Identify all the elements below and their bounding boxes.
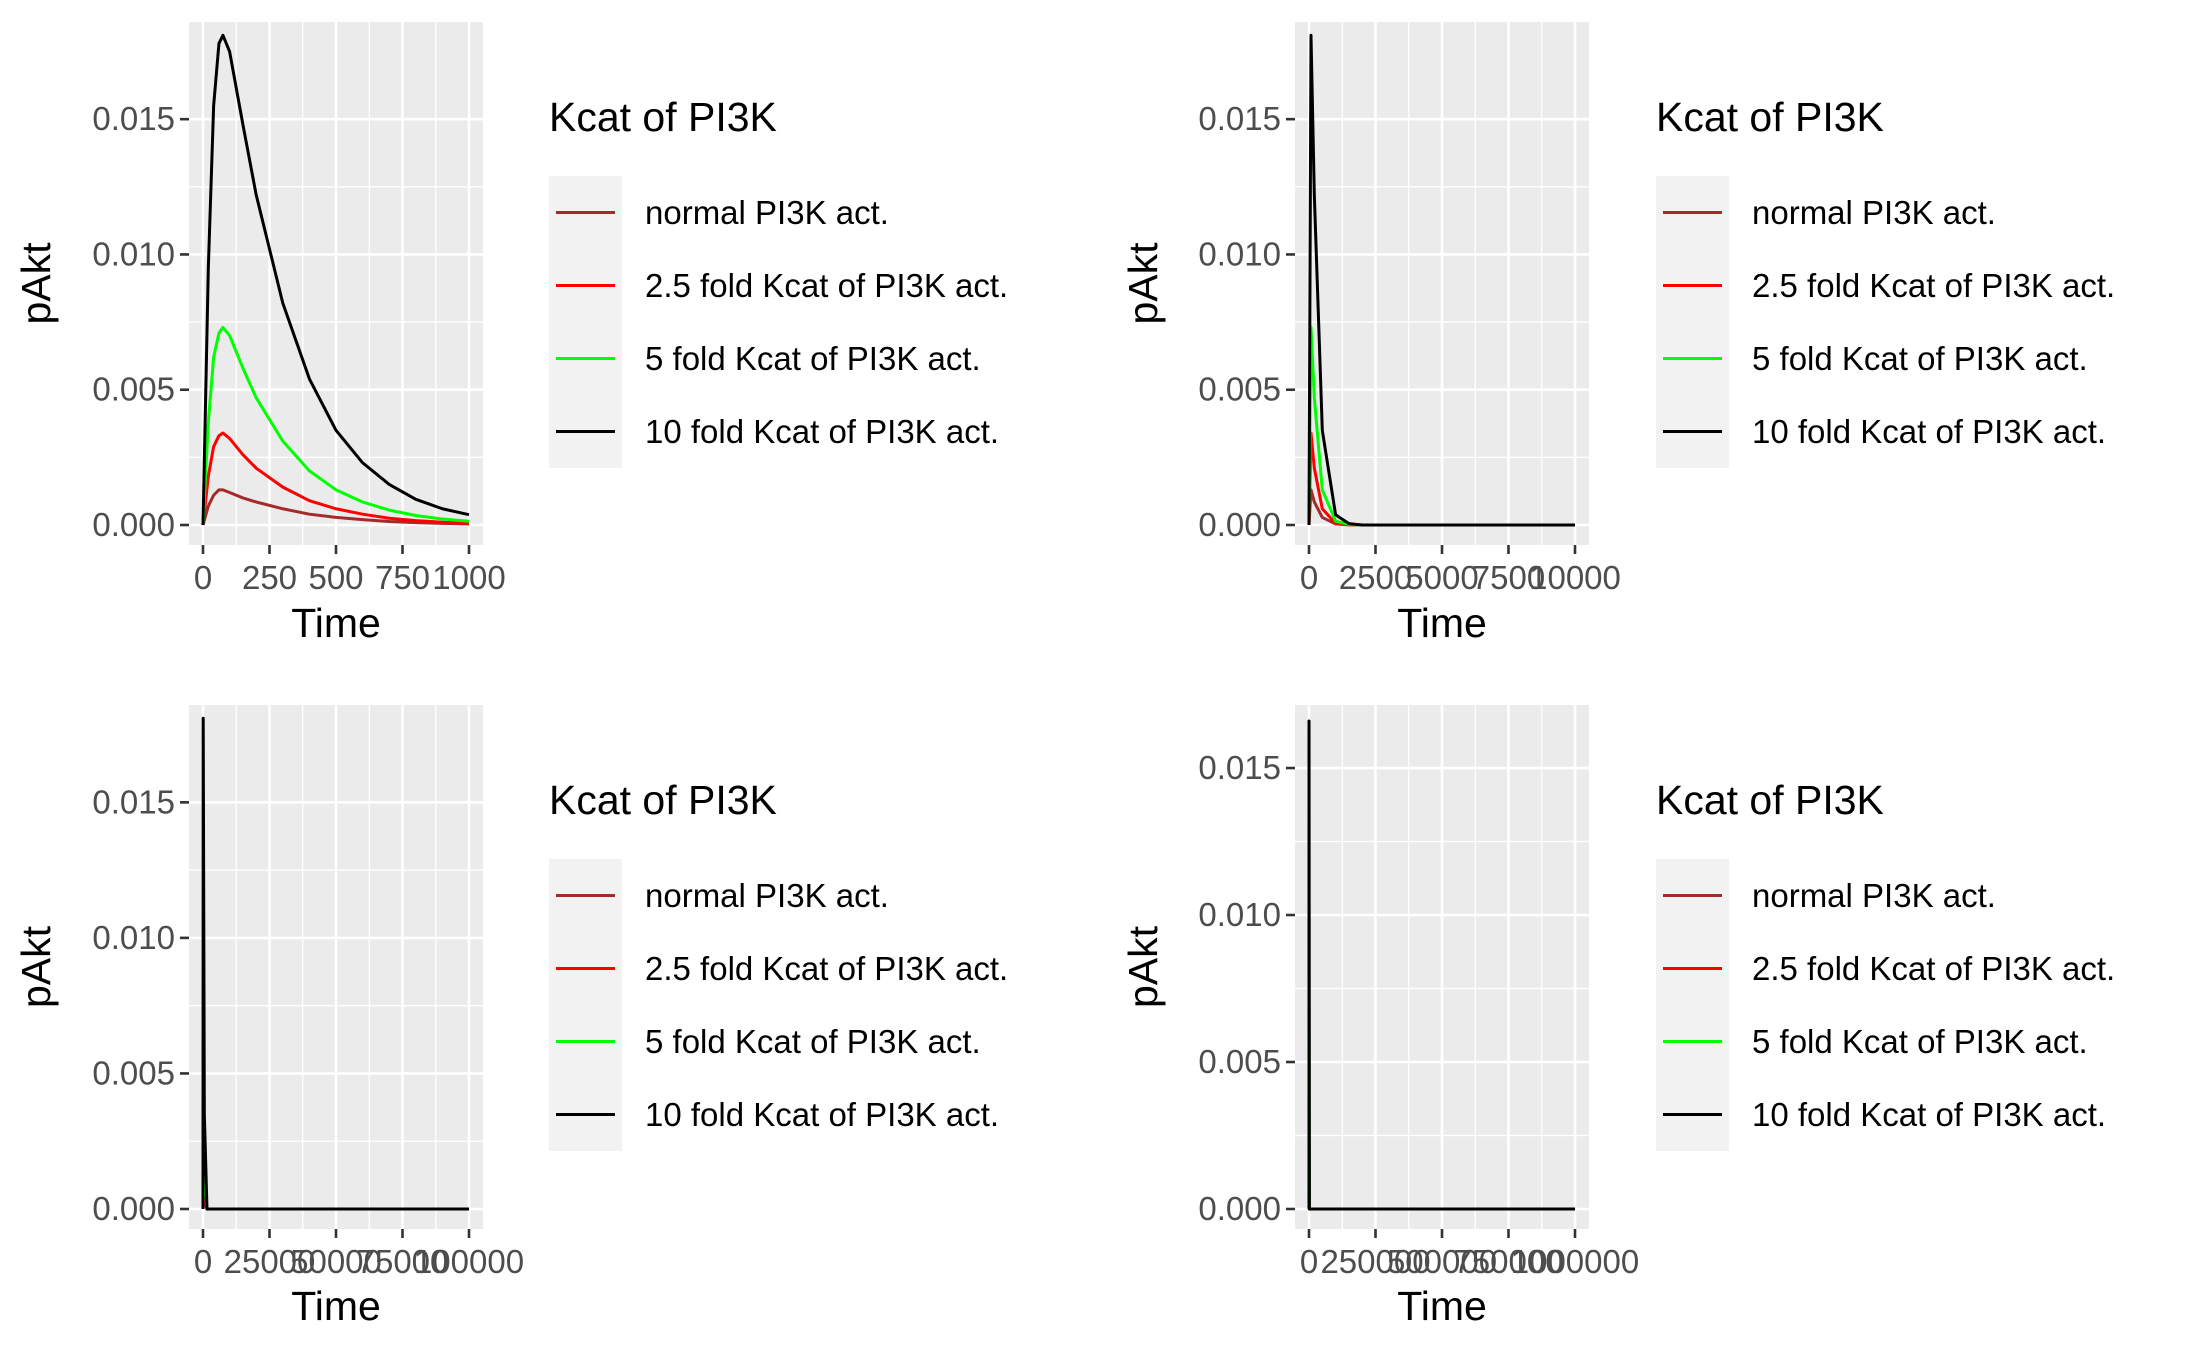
x-tick-label: 0 (1300, 1243, 1318, 1280)
x-tick-label: 0 (1300, 559, 1318, 596)
x-tick-label: 250 (242, 559, 297, 596)
y-axis-title: pAkt (1120, 242, 1166, 325)
legend-label: normal PI3K act. (645, 194, 889, 231)
x-tick-label: 500000 (1387, 1243, 1497, 1280)
x-tick-label: 10000 (1529, 559, 1621, 596)
legend-label: 5 fold Kcat of PI3K act. (1752, 1023, 2088, 1060)
x-tick-label: 750000 (1453, 1243, 1563, 1280)
legend-label: 10 fold Kcat of PI3K act. (1752, 1096, 2106, 1133)
y-tick-label: 0.010 (1198, 896, 1281, 933)
series-line-2 (201, 431, 470, 526)
legend-title: Kcat of PI3K (549, 94, 777, 140)
x-tick-label: 250000 (1320, 1243, 1430, 1280)
legend-label: 2.5 fold Kcat of PI3K act. (1752, 950, 2115, 987)
y-axis-title: pAkt (13, 925, 59, 1008)
series-line-4 (201, 716, 469, 1211)
series-line-4 (201, 33, 470, 526)
y-axis-title: pAkt (13, 242, 59, 325)
legend-label: 2.5 fold Kcat of PI3K act. (1752, 267, 2115, 304)
legend-title: Kcat of PI3K (1656, 777, 1884, 823)
x-tick-label: 100000 (414, 1243, 524, 1280)
series-group (1307, 33, 1575, 527)
legend-label: 5 fold Kcat of PI3K act. (645, 1023, 981, 1060)
y-tick-label: 0.005 (1198, 1043, 1281, 1080)
series-group (201, 716, 469, 1211)
y-tick-label: 0.015 (1198, 100, 1281, 137)
legend: Kcat of PI3K normal PI3K act. 2.5 fold Kca… (549, 94, 1008, 468)
legend-label: 10 fold Kcat of PI3K act. (1752, 413, 2106, 450)
y-tick-label: 0.000 (92, 1190, 175, 1227)
series-line-4 (1307, 33, 1575, 527)
x-tick-label: 0 (194, 559, 212, 596)
x-tick-label: 500 (308, 559, 363, 596)
y-tick-label: 0.005 (92, 371, 175, 408)
y-tick-label: 0.010 (92, 235, 175, 272)
legend-label: 10 fold Kcat of PI3K act. (645, 1096, 999, 1133)
legend-title: Kcat of PI3K (549, 777, 777, 823)
legend-label: normal PI3K act. (1752, 877, 1996, 914)
legend-label: 5 fold Kcat of PI3K act. (645, 340, 981, 377)
legend-label: normal PI3K act. (1752, 194, 1996, 231)
y-tick-label: 0.015 (1198, 749, 1281, 786)
x-tick-label: 1000 (432, 559, 505, 596)
series-group (201, 33, 470, 526)
x-axis-title: Time (291, 1283, 381, 1329)
x-axis-title: Time (1397, 1283, 1487, 1329)
series-group (1307, 719, 1575, 1211)
chart-panel-3: 0.000 0.005 0.010 0.015 0 2500050000750001000… (13, 705, 1008, 1329)
x-tick-label: 50000 (290, 1243, 382, 1280)
series-line-1 (201, 488, 470, 526)
legend-label: 5 fold Kcat of PI3K act. (1752, 340, 2088, 377)
chart-panel-1: 0.000 0.005 0.010 0.015 0 250 500 750 1000 Time pA… (13, 22, 1008, 646)
x-tick-label: 1000000 (1511, 1243, 1639, 1280)
series-line-4 (1307, 719, 1575, 1211)
x-tick-label: 25000 (224, 1243, 316, 1280)
legend-label: 2.5 fold Kcat of PI3K act. (645, 950, 1008, 987)
x-tick-label: 5000 (1405, 559, 1478, 596)
y-tick-label: 0.005 (92, 1054, 175, 1091)
x-tick-label: 75000 (357, 1243, 449, 1280)
y-tick-label: 0.000 (1198, 1190, 1281, 1227)
y-tick-label: 0.015 (92, 100, 175, 137)
y-tick-label: 0.010 (1198, 235, 1281, 272)
legend-label: 2.5 fold Kcat of PI3K act. (645, 267, 1008, 304)
y-axis-title: pAkt (1120, 925, 1166, 1008)
y-tick-label: 0.015 (92, 783, 175, 820)
y-tick-label: 0.005 (1198, 371, 1281, 408)
x-tick-label: 750 (375, 559, 430, 596)
series-line-3 (201, 325, 470, 526)
legend-label: 10 fold Kcat of PI3K act. (645, 413, 999, 450)
legend-label: normal PI3K act. (645, 877, 889, 914)
legend-title: Kcat of PI3K (1656, 94, 1884, 140)
legend: Kcat of PI3K normal PI3K act. 2.5 fold Kca… (549, 777, 1008, 1151)
x-axis-title: Time (291, 600, 381, 646)
y-tick-label: 0.000 (1198, 506, 1281, 543)
y-tick-label: 0.010 (92, 919, 175, 956)
x-tick-label: 7500 (1472, 559, 1545, 596)
x-tick-label: 2500 (1339, 559, 1412, 596)
y-tick-label: 0.000 (92, 506, 175, 543)
x-tick-label: 0 (194, 1243, 212, 1280)
legend: Kcat of PI3K normal PI3K act. 2.5 fold Kca… (1656, 94, 2115, 468)
x-axis-title: Time (1397, 600, 1487, 646)
legend: Kcat of PI3K normal PI3K act. 2.5 fold Kca… (1656, 777, 2115, 1151)
